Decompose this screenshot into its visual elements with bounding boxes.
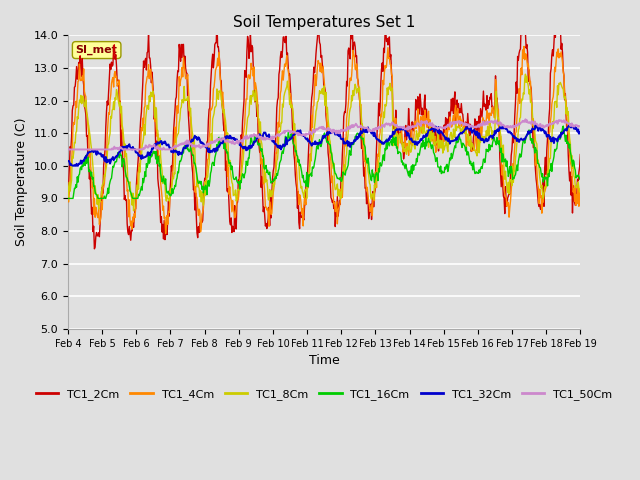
Text: SI_met: SI_met [76, 45, 118, 55]
Y-axis label: Soil Temperature (C): Soil Temperature (C) [15, 118, 28, 246]
X-axis label: Time: Time [308, 354, 340, 367]
Title: Soil Temperatures Set 1: Soil Temperatures Set 1 [233, 15, 415, 30]
Legend: TC1_2Cm, TC1_4Cm, TC1_8Cm, TC1_16Cm, TC1_32Cm, TC1_50Cm: TC1_2Cm, TC1_4Cm, TC1_8Cm, TC1_16Cm, TC1… [31, 384, 617, 404]
